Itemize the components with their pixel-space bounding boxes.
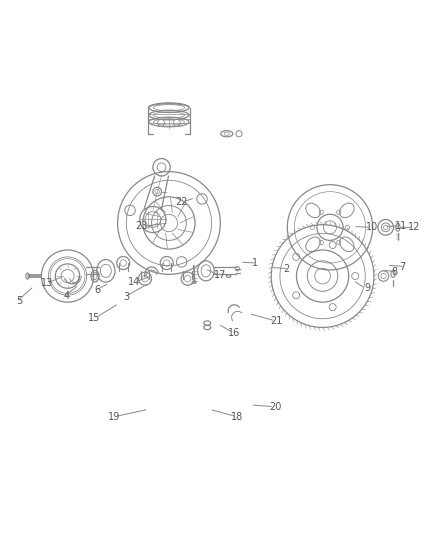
Text: 5: 5 bbox=[16, 296, 22, 306]
Text: 21: 21 bbox=[270, 316, 283, 326]
Text: 18: 18 bbox=[231, 411, 244, 422]
Text: 2: 2 bbox=[283, 264, 290, 273]
Text: 4: 4 bbox=[64, 291, 70, 301]
Text: 23: 23 bbox=[135, 221, 147, 231]
Text: 16: 16 bbox=[228, 328, 240, 337]
Text: 7: 7 bbox=[399, 262, 406, 271]
Text: 1: 1 bbox=[252, 258, 258, 268]
Text: 20: 20 bbox=[269, 402, 282, 411]
Text: 10: 10 bbox=[366, 222, 378, 232]
Text: 13: 13 bbox=[40, 278, 53, 288]
Text: 17: 17 bbox=[214, 270, 226, 280]
Text: 11: 11 bbox=[395, 221, 407, 231]
Text: 3: 3 bbox=[124, 292, 130, 302]
Text: 9: 9 bbox=[364, 283, 371, 293]
Text: 14: 14 bbox=[128, 277, 141, 287]
Text: 12: 12 bbox=[408, 222, 420, 232]
Text: 19: 19 bbox=[107, 411, 120, 422]
Text: 22: 22 bbox=[175, 197, 187, 207]
Text: 6: 6 bbox=[95, 286, 101, 295]
Text: 15: 15 bbox=[88, 313, 101, 323]
Text: 8: 8 bbox=[391, 266, 397, 277]
